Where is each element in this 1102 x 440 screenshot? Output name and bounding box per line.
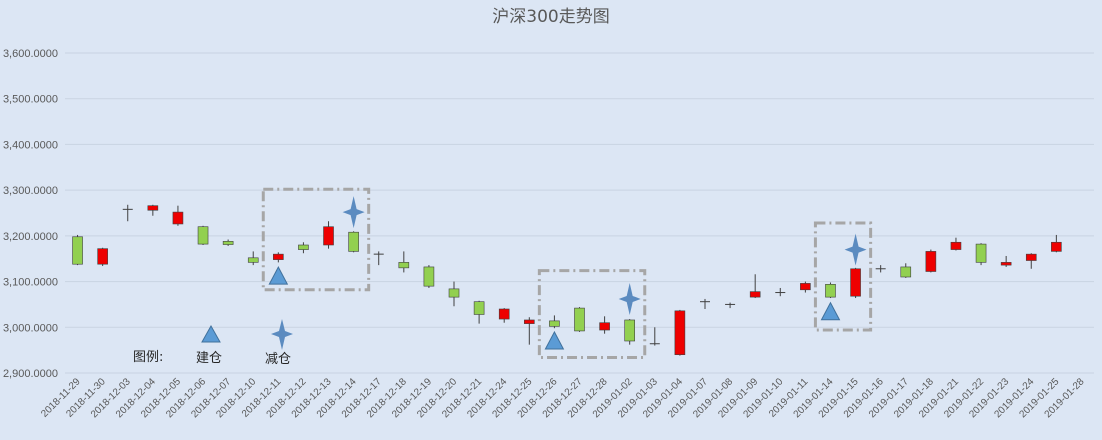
y-tick-label: 3,500.0000	[3, 94, 58, 106]
candle-body	[950, 241, 962, 250]
candle-body	[172, 211, 184, 225]
candle-body	[323, 226, 334, 246]
candle-body	[247, 257, 259, 263]
candle-body	[1051, 241, 1062, 252]
candle-body	[72, 236, 83, 265]
candle-body	[925, 251, 937, 272]
legend-sell-label: 减仓	[265, 352, 291, 367]
chart-title: 沪深300走势图	[492, 7, 609, 27]
candle-body	[599, 322, 610, 331]
legend: 图例: 建仓 减仓	[133, 319, 293, 367]
candle-body	[549, 320, 560, 327]
candle-body	[197, 226, 209, 245]
candle-body	[624, 319, 635, 342]
highlight-box	[261, 187, 371, 292]
y-tick-label: 3,100.0000	[3, 277, 58, 289]
legend-buy-label: 建仓	[196, 351, 222, 366]
candle-body	[498, 308, 510, 320]
buy-marker-triangle-icon	[820, 301, 841, 321]
sell-marker-star-icon	[618, 282, 641, 315]
legend-title: 图例:	[133, 350, 163, 365]
candle-body	[524, 319, 535, 324]
sell-marker-star-icon	[342, 196, 365, 229]
candle-body	[147, 205, 159, 211]
buy-marker-triangle-icon	[544, 330, 565, 350]
y-tick-label: 3,400.0000	[3, 139, 58, 151]
candle-body	[298, 244, 309, 250]
legend-buy-triangle-icon	[201, 324, 221, 343]
candle-body	[1025, 253, 1037, 261]
y-tick-label: 2,900.0000	[3, 368, 58, 380]
candle-body	[975, 243, 987, 263]
y-axis: 3,600.0000 3,500.0000 3,400.0000 3,300.0000…	[3, 48, 58, 380]
candle-body	[348, 231, 359, 252]
candle-body	[900, 266, 912, 278]
highlight-boxes	[261, 187, 873, 359]
candle-body	[674, 310, 686, 356]
candle-body	[574, 307, 585, 332]
gridlines	[65, 52, 1094, 374]
x-axis: 2018-11-292018-11-302018-12-032018-12-04…	[39, 376, 1087, 420]
legend-sell-star-icon	[271, 319, 293, 350]
candle-body	[423, 266, 435, 287]
y-tick-label: 3,300.0000	[3, 185, 58, 197]
highlight-box	[813, 221, 873, 332]
candle-body	[850, 268, 861, 297]
candle-body	[273, 253, 284, 260]
highlight-box	[537, 269, 647, 359]
candle-body	[398, 262, 410, 269]
markers	[268, 196, 867, 350]
candle-body	[800, 283, 811, 291]
y-tick-label: 3,600.0000	[3, 48, 58, 60]
candle-body	[97, 248, 108, 265]
y-tick-label: 3,000.0000	[3, 322, 58, 334]
candle-body	[1000, 262, 1012, 266]
candle-body	[473, 301, 485, 315]
y-tick-label: 3,200.0000	[3, 231, 58, 243]
sell-marker-star-icon	[844, 233, 867, 266]
candle-body	[825, 284, 836, 298]
candle-body	[749, 291, 761, 298]
candles	[72, 204, 1062, 356]
candle-body	[448, 288, 460, 298]
candle-body	[222, 241, 234, 245]
buy-marker-triangle-icon	[268, 266, 289, 285]
